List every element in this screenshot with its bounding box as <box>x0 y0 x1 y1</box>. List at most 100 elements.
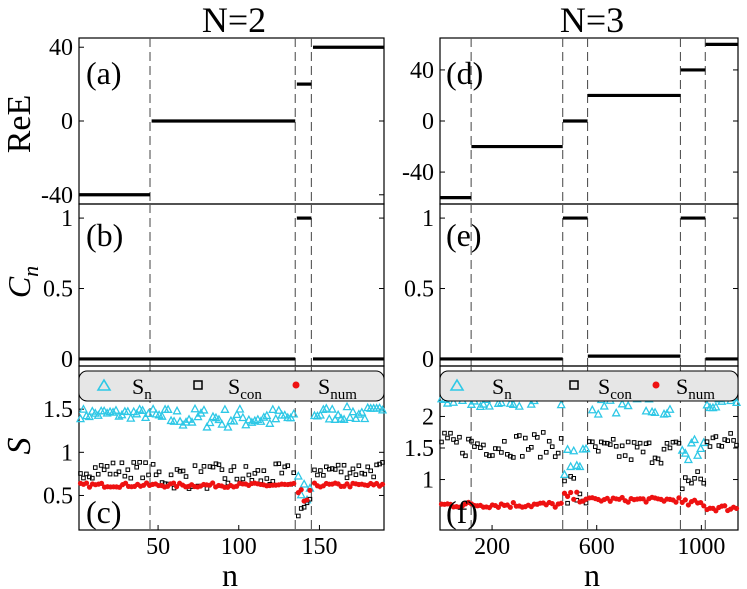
data-point-sn <box>223 422 233 431</box>
data-point-sn <box>232 409 242 419</box>
legend-scon-marker <box>569 380 579 390</box>
data-point-scon <box>725 438 730 444</box>
data-point-snum <box>291 480 297 487</box>
xlabel-left: n <box>222 557 238 589</box>
data-point-snum <box>643 499 649 505</box>
data-point-sn <box>650 407 660 417</box>
panel-a: -40 0 40 <box>41 35 385 209</box>
data-point-sn <box>289 409 299 418</box>
data-point-scon <box>219 467 225 472</box>
data-point-sn <box>202 422 212 431</box>
data-point-snum <box>304 497 310 503</box>
data-point-sn <box>442 398 453 407</box>
panel-label-a: (a) <box>86 55 122 91</box>
data-point-sn <box>559 469 570 479</box>
data-point-scon <box>457 434 462 440</box>
data-point-scon <box>353 472 359 478</box>
legend-box <box>78 370 385 402</box>
data-point-sn <box>190 403 200 413</box>
data-point-scon <box>649 460 655 465</box>
data-point-sn <box>696 443 706 453</box>
data-point-snum <box>495 504 501 510</box>
data-point-sn <box>324 413 334 423</box>
data-point-sn <box>268 404 278 414</box>
data-point-scon <box>637 440 643 446</box>
data-point-scon <box>362 471 368 477</box>
data-point-sn <box>617 398 627 408</box>
data-point-snum <box>571 496 577 502</box>
data-point-sn <box>140 412 151 422</box>
data-point-snum <box>701 503 707 509</box>
data-point-sn <box>357 407 367 416</box>
data-point-sn <box>93 410 103 419</box>
y-tick-label: 1.5 <box>43 397 73 423</box>
data-point-sn <box>108 407 118 416</box>
data-point-scon <box>134 464 139 470</box>
data-point-sn <box>599 401 609 410</box>
data-point-scon <box>285 463 291 468</box>
data-point-scon <box>332 467 338 472</box>
data-point-scon <box>540 430 546 435</box>
data-point-scon <box>374 462 379 468</box>
data-point-scon <box>478 445 483 450</box>
data-point-scon <box>107 471 113 477</box>
data-point-scon <box>246 472 252 478</box>
data-point-scon <box>137 459 142 465</box>
data-point-scon <box>201 464 207 469</box>
data-point-scon <box>555 450 561 456</box>
data-point-scon <box>543 449 549 455</box>
y-tick-label: 2 <box>422 404 434 430</box>
data-point-scon <box>90 475 95 481</box>
data-point-scon <box>679 486 685 492</box>
y-tick-label: 1 <box>61 206 73 232</box>
data-point-scon <box>463 453 468 459</box>
data-point-scon <box>698 476 703 482</box>
data-point-scon <box>84 471 89 477</box>
data-point-scon <box>177 468 183 474</box>
data-point-scon <box>335 462 341 468</box>
legend-box <box>439 370 739 402</box>
data-point-scon <box>276 461 282 466</box>
data-point-scon <box>338 469 344 475</box>
data-point-sn <box>569 445 579 455</box>
data-point-sn <box>259 412 269 421</box>
plot-layer: -40 0 40 0 0.5 1 0.5 1 1.5 50 100 150 -40 0 40 0 0.5 1 1 1.… <box>41 35 742 560</box>
data-point-sn <box>262 410 272 420</box>
data-point-scon <box>122 473 128 479</box>
data-point-sn <box>683 454 693 464</box>
data-point-sn <box>143 408 154 417</box>
data-point-sn <box>312 410 323 420</box>
data-point-snum <box>685 502 691 508</box>
panel-label-b: (b) <box>86 217 123 253</box>
data-point-snum <box>733 505 740 512</box>
y-tick-label: 1 <box>61 440 73 466</box>
data-point-scon <box>701 480 707 486</box>
data-point-snum <box>510 500 516 506</box>
data-point-sn <box>214 414 224 424</box>
x-tick-label: 600 <box>579 534 615 560</box>
data-point-scon <box>493 446 498 451</box>
data-point-scon <box>255 468 261 473</box>
data-point-sn <box>327 404 337 413</box>
data-point-scon <box>646 440 652 446</box>
data-point-scon <box>475 441 480 447</box>
data-point-scon <box>146 472 151 478</box>
data-point-sn <box>593 409 603 418</box>
data-point-scon <box>664 440 670 446</box>
data-point-scon <box>528 445 534 450</box>
data-point-sn <box>345 412 355 421</box>
title-n3: N=3 <box>560 0 624 40</box>
data-point-scon <box>454 439 459 445</box>
data-point-scon <box>78 471 83 476</box>
data-point-scon <box>326 466 332 472</box>
data-point-scon <box>640 449 646 455</box>
data-point-scon <box>296 513 301 519</box>
panel-label-c: (c) <box>86 494 122 530</box>
data-point-snum <box>698 499 704 506</box>
data-point-sn <box>274 405 284 414</box>
data-point-scon <box>689 480 694 486</box>
data-point-sn <box>680 448 690 457</box>
x-tick-label: 100 <box>221 534 257 560</box>
data-point-scon <box>153 472 159 478</box>
